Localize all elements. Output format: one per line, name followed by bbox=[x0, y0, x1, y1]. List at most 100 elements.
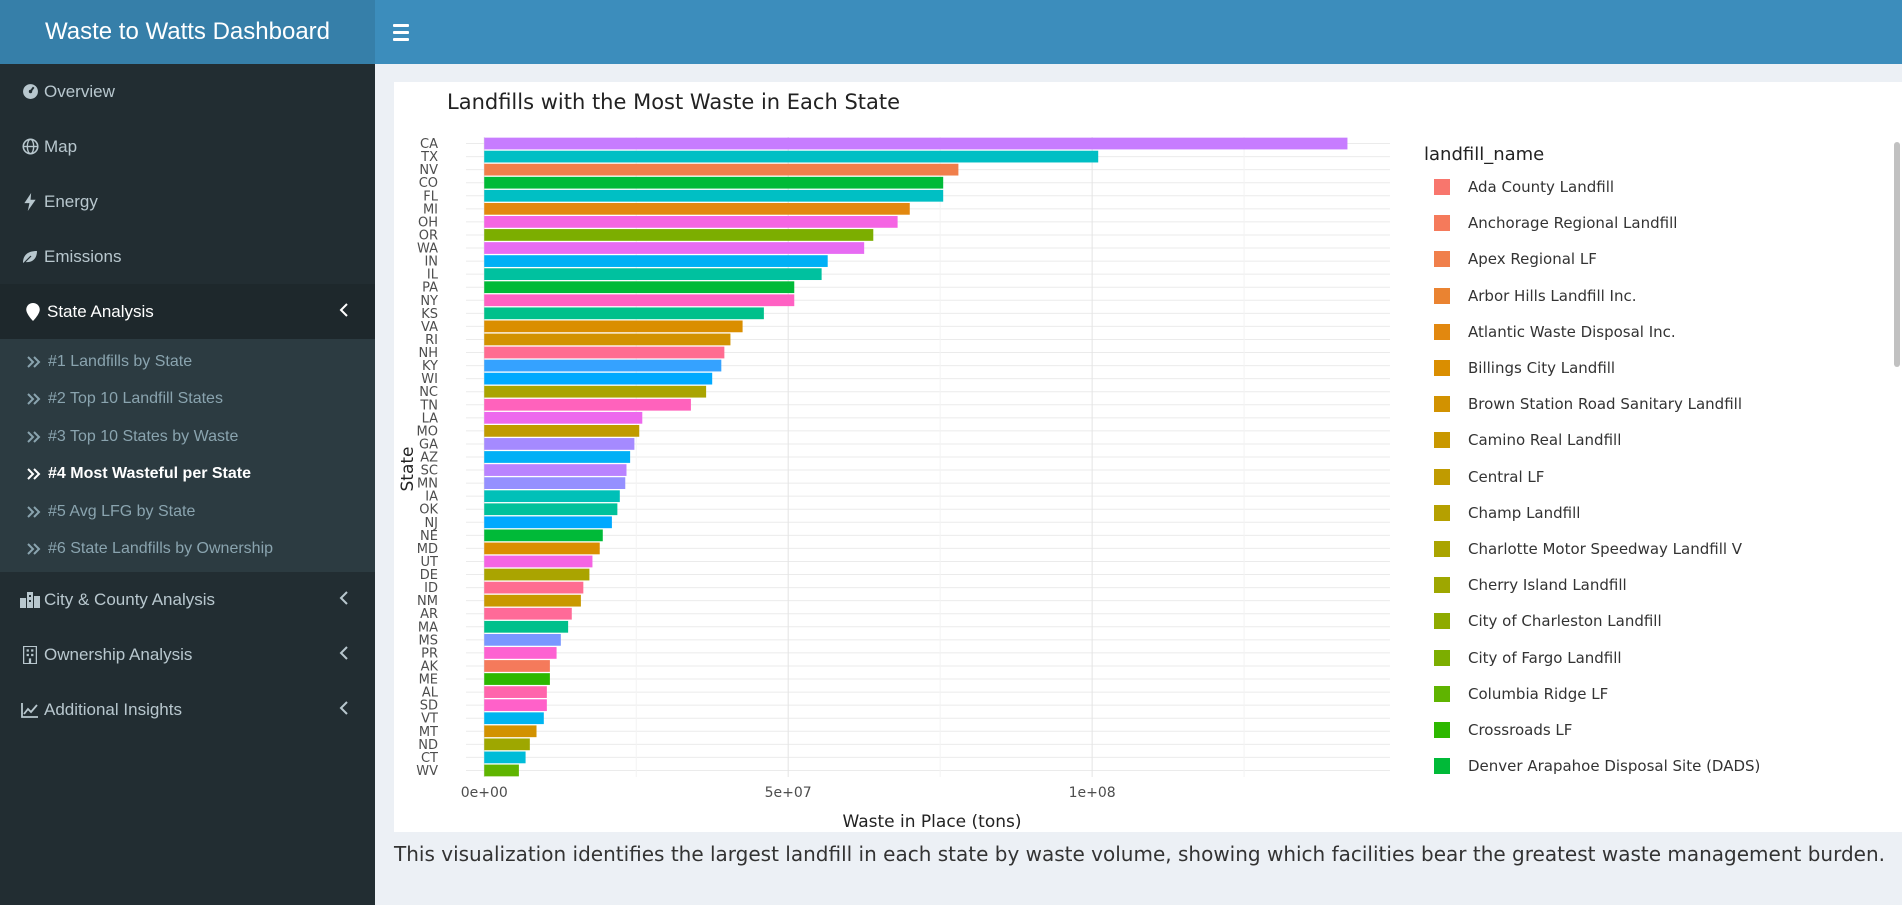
submenu-item-label: #4 Most Wasteful per State bbox=[48, 465, 252, 483]
bar-de[interactable] bbox=[484, 568, 590, 581]
bar-nj[interactable] bbox=[484, 516, 612, 529]
sidebar-item-overview[interactable]: Overview bbox=[0, 64, 375, 119]
bar-nm[interactable] bbox=[484, 594, 581, 607]
submenu-item-landfills-by-state[interactable]: #1 Landfills by State bbox=[0, 343, 375, 381]
bar-ma[interactable] bbox=[484, 620, 569, 633]
state-analysis-submenu: #1 Landfills by State #2 Top 10 Landfill… bbox=[0, 339, 375, 572]
bar-ia[interactable] bbox=[484, 490, 620, 503]
bar-wi[interactable] bbox=[484, 372, 713, 385]
submenu-item-most-wasteful-per-state[interactable]: #4 Most Wasteful per State bbox=[0, 456, 375, 494]
bar-al[interactable] bbox=[484, 686, 547, 698]
sidebar-item-city-county-analysis[interactable]: City & County Analysis bbox=[0, 572, 375, 627]
submenu-item-state-landfills-by-ownership[interactable]: #6 State Landfills by Ownership bbox=[0, 531, 375, 569]
bar-sd[interactable] bbox=[484, 699, 547, 712]
y-tick-label: SC bbox=[421, 464, 438, 479]
legend-scrollbar[interactable] bbox=[1894, 142, 1900, 367]
legend-item[interactable]: Columbia Ridge LF bbox=[1424, 676, 1884, 712]
bar-tx[interactable] bbox=[484, 150, 1099, 163]
legend-item[interactable]: Central LF bbox=[1424, 459, 1884, 495]
bar-az[interactable] bbox=[484, 451, 631, 463]
bar-la[interactable] bbox=[484, 411, 643, 424]
sidebar-item-emissions[interactable]: Emissions bbox=[0, 229, 375, 284]
sidebar-item-additional-insights[interactable]: Additional Insights bbox=[0, 682, 375, 737]
legend-swatch bbox=[1434, 323, 1450, 340]
bar-nd[interactable] bbox=[484, 738, 530, 751]
legend-item[interactable]: Billings City Landfill bbox=[1424, 350, 1884, 386]
legend-item[interactable]: Anchorage Regional Landfill bbox=[1424, 205, 1884, 241]
submenu-item-avg-lfg-by-state[interactable]: #5 Avg LFG by State bbox=[0, 493, 375, 531]
bar-tn[interactable] bbox=[484, 398, 691, 411]
bar-mo[interactable] bbox=[484, 425, 640, 437]
bar-md[interactable] bbox=[484, 542, 600, 555]
legend-item[interactable]: City of Charleston Landfill bbox=[1424, 603, 1884, 639]
y-tick-label: CT bbox=[421, 751, 438, 766]
bar-ca[interactable] bbox=[484, 137, 1348, 150]
legend-item[interactable]: Atlantic Waste Disposal Inc. bbox=[1424, 314, 1884, 350]
sidebar-item-state-analysis[interactable]: State Analysis bbox=[0, 284, 375, 339]
legend-item[interactable]: Camino Real Landfill bbox=[1424, 422, 1884, 458]
bar-ms[interactable] bbox=[484, 633, 561, 646]
bar-ar[interactable] bbox=[484, 607, 572, 620]
y-tick-label: ME bbox=[419, 673, 438, 688]
bar-ny[interactable] bbox=[484, 294, 795, 307]
y-tick-label: KY bbox=[422, 359, 438, 374]
bar-ky[interactable] bbox=[484, 359, 722, 372]
bar-fl[interactable] bbox=[484, 189, 944, 202]
submenu-item-top-10-landfill-states[interactable]: #2 Top 10 Landfill States bbox=[0, 381, 375, 419]
sidebar-item-map[interactable]: Map bbox=[0, 119, 375, 174]
bar-wv[interactable] bbox=[484, 764, 519, 777]
legend-item[interactable]: City of Fargo Landfill bbox=[1424, 639, 1884, 675]
submenu-item-top-10-states-by-waste[interactable]: #3 Top 10 States by Waste bbox=[0, 418, 375, 456]
double-chevron-right-icon bbox=[26, 542, 42, 556]
legend-item[interactable]: Champ Landfill bbox=[1424, 495, 1884, 531]
bar-il[interactable] bbox=[484, 268, 822, 281]
sidebar-item-ownership-analysis[interactable]: Ownership Analysis bbox=[0, 627, 375, 682]
y-tick-label: WV bbox=[416, 764, 438, 779]
bar-co[interactable] bbox=[484, 176, 944, 189]
legend-item[interactable]: Crossroads LF bbox=[1424, 712, 1884, 748]
bar-ak[interactable] bbox=[484, 660, 550, 672]
bar-nc[interactable] bbox=[484, 385, 707, 398]
legend-label: City of Fargo Landfill bbox=[1468, 648, 1622, 667]
chevron-left-icon bbox=[339, 645, 349, 666]
legend-item[interactable]: Cherry Island Landfill bbox=[1424, 567, 1884, 603]
legend-item[interactable]: Ada County Landfill bbox=[1424, 169, 1884, 205]
bar-mi[interactable] bbox=[484, 202, 910, 215]
bar-ga[interactable] bbox=[484, 438, 635, 450]
bar-chart[interactable]: CATXNVCOFLMIOHORWAINILPANYKSVARINHKYWINC… bbox=[394, 82, 1404, 832]
app-title[interactable]: Waste to Watts Dashboard bbox=[0, 0, 375, 64]
submenu-item-label: #5 Avg LFG by State bbox=[48, 502, 196, 520]
legend-item[interactable]: Denver Arapahoe Disposal Site (DADS) bbox=[1424, 748, 1884, 784]
sidebar-item-energy[interactable]: Energy bbox=[0, 174, 375, 229]
bar-nv[interactable] bbox=[484, 163, 959, 176]
bar-va[interactable] bbox=[484, 320, 743, 333]
legend-label: Camino Real Landfill bbox=[1468, 431, 1622, 450]
bar-me[interactable] bbox=[484, 673, 550, 685]
bar-or[interactable] bbox=[484, 229, 874, 241]
bar-nh[interactable] bbox=[484, 346, 725, 359]
bar-mt[interactable] bbox=[484, 725, 537, 738]
bar-pa[interactable] bbox=[484, 281, 795, 294]
bar-vt[interactable] bbox=[484, 712, 544, 725]
bar-mn[interactable] bbox=[484, 477, 626, 489]
bar-ut[interactable] bbox=[484, 555, 593, 568]
bar-ne[interactable] bbox=[484, 529, 603, 542]
bar-ct[interactable] bbox=[484, 751, 526, 764]
legend-item[interactable]: Apex Regional LF bbox=[1424, 241, 1884, 277]
legend-item[interactable]: Charlotte Motor Speedway Landfill V bbox=[1424, 531, 1884, 567]
sidebar-toggle-icon[interactable] bbox=[393, 18, 419, 46]
legend-item[interactable]: Arbor Hills Landfill Inc. bbox=[1424, 278, 1884, 314]
y-tick-label: MA bbox=[418, 620, 438, 635]
legend-swatch bbox=[1434, 432, 1450, 449]
legend-item[interactable]: Brown Station Road Sanitary Landfill bbox=[1424, 386, 1884, 422]
bar-id[interactable] bbox=[484, 581, 584, 594]
bar-oh[interactable] bbox=[484, 216, 898, 228]
bar-ri[interactable] bbox=[484, 333, 731, 346]
bar-ok[interactable] bbox=[484, 503, 618, 516]
bar-sc[interactable] bbox=[484, 464, 627, 476]
bar-ks[interactable] bbox=[484, 307, 764, 320]
bar-pr[interactable] bbox=[484, 647, 557, 659]
bar-in[interactable] bbox=[484, 255, 828, 267]
bar-wa[interactable] bbox=[484, 242, 865, 254]
submenu-item-label: #3 Top 10 States by Waste bbox=[48, 427, 239, 445]
